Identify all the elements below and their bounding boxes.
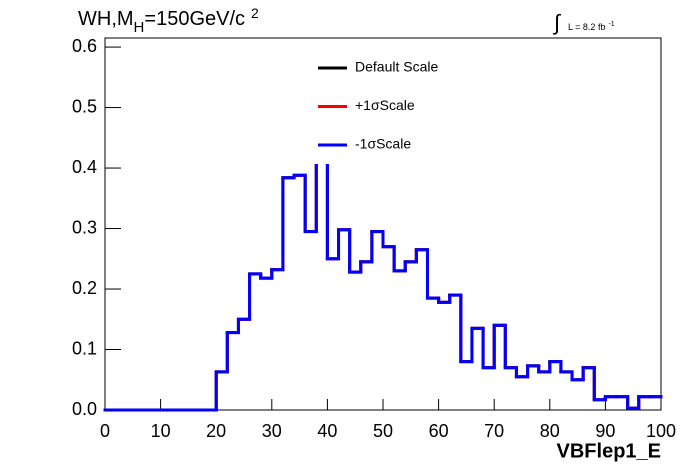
integral-sign: ∫ <box>552 10 562 35</box>
histogram-series <box>103 136 663 412</box>
title-part: =150GeV/c <box>144 8 245 30</box>
y-tick-label: 0.2 <box>72 278 97 298</box>
x-axis-label: VBFlep1_E <box>557 440 661 462</box>
x-tick-label: 50 <box>373 421 393 441</box>
x-tick-label: 60 <box>429 421 449 441</box>
x-tick-label: 100 <box>646 421 676 441</box>
lumi-text: L = 8.2 fb <box>568 22 605 32</box>
x-tick-label: 10 <box>151 421 171 441</box>
title-sup: 2 <box>251 5 259 21</box>
y-tick-label: 0.6 <box>72 36 97 56</box>
y-tick-label: 0.4 <box>72 157 97 177</box>
y-tick-label: 0.1 <box>72 338 97 358</box>
legend-label: Default Scale <box>355 59 438 75</box>
legend-label: -1σScale <box>355 136 411 152</box>
y-tick-label: 0.3 <box>72 217 97 237</box>
lumi: L = 8.2 fb -1 <box>568 21 615 33</box>
x-tick-label: 20 <box>206 421 226 441</box>
y-tick-label: 0.0 <box>72 399 97 419</box>
x-tick-label: 80 <box>540 421 560 441</box>
legend-label: +1σScale <box>355 97 415 113</box>
x-tick-label: 70 <box>484 421 504 441</box>
title-part: WH,M <box>78 8 134 30</box>
x-tick-label: 40 <box>317 421 337 441</box>
x-tick-label: 30 <box>262 421 282 441</box>
lumi-sup: -1 <box>608 21 614 28</box>
x-tick-label: 0 <box>100 421 110 441</box>
title-sub: H <box>134 19 145 36</box>
y-tick-label: 0.5 <box>72 96 97 116</box>
chart-title: WH,MH=150GeV/c 2 <box>78 5 259 36</box>
x-tick-label: 90 <box>595 421 615 441</box>
